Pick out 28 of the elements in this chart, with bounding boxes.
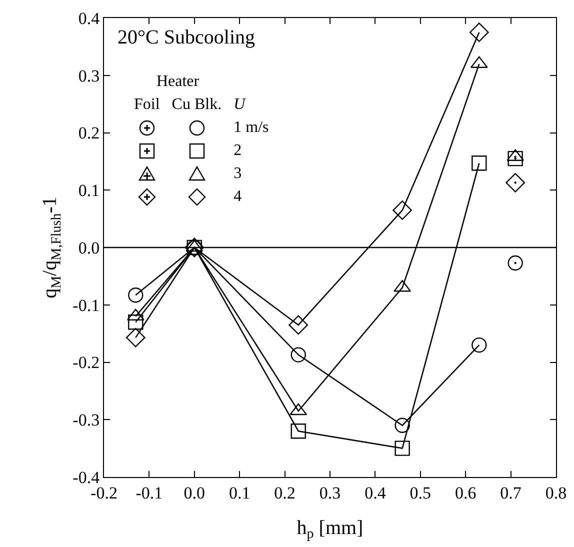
y-tick-label: 0.2 (78, 124, 100, 143)
annotation: Cu Blk. (170, 94, 223, 114)
x-tick-label: 0.7 (500, 483, 522, 502)
annotation: U (232, 94, 247, 114)
legend-title: Heater (155, 72, 200, 92)
y-tick-label: 0.3 (78, 66, 100, 86)
x-tick-label: 0.4 (364, 483, 386, 502)
annotation: Foil (133, 94, 161, 114)
y-tick-label: -0.2 (72, 353, 100, 372)
x-tick-label: -0.1 (136, 483, 163, 502)
x-tick-label: 0.5 (410, 483, 432, 502)
y-tick-label: 0.4 (78, 8, 100, 28)
x-axis-title: h$_{p}$ [mm] (296, 516, 364, 542)
x-tick-label: 0.0 (184, 483, 206, 502)
y-tick-label: 0.1 (78, 181, 100, 200)
legend-label: 3 (232, 164, 243, 184)
chart-title: 20°C Subcooling (118, 26, 256, 48)
legend-label: 4 (232, 186, 243, 206)
x-tick-label: 0.6 (454, 483, 476, 502)
legend-label: 1 m/s (232, 118, 270, 138)
x-tick-label: 0.8 (545, 483, 567, 502)
y-tick-label: -0.3 (72, 410, 100, 430)
x-tick-label: 0.3 (319, 483, 341, 502)
legend-label: 2 (232, 140, 243, 160)
y-tick-label: 0.0 (78, 238, 100, 258)
x-tick-label: 0.2 (274, 483, 296, 502)
x-tick-label: 0.1 (228, 483, 250, 502)
y-tick-label: -0.1 (72, 296, 100, 315)
